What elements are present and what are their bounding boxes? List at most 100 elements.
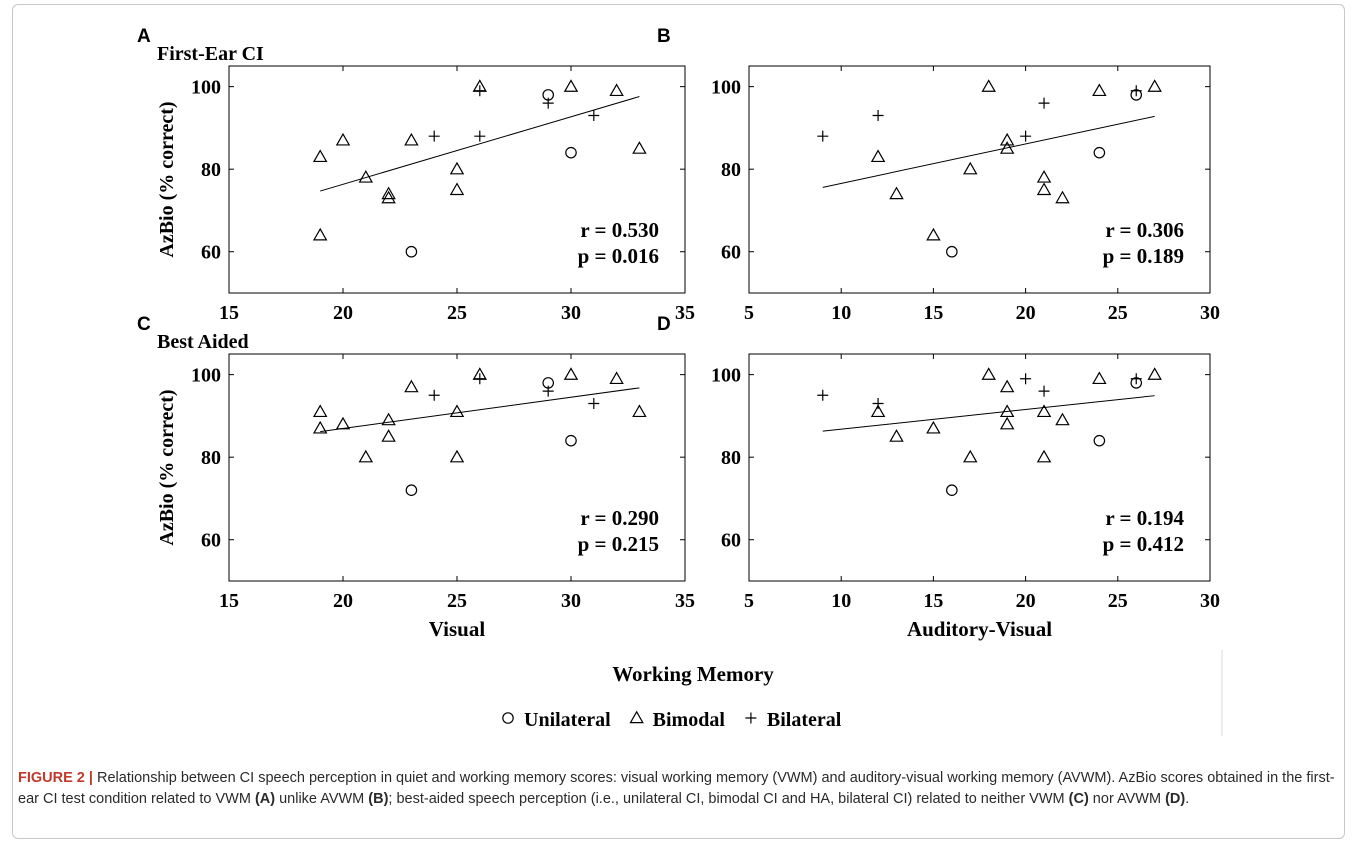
x-tick-label: 30 <box>561 590 581 612</box>
bimodal-point <box>633 406 645 417</box>
figure-plots: A First-Ear CI 15 20 25 30 35 60 80 100 AzBio (% c… <box>0 0 1357 760</box>
bimodal-point <box>1001 418 1013 429</box>
bimodal-point <box>1148 80 1160 91</box>
bimodal-point <box>983 80 995 91</box>
bilateral-point <box>543 386 554 397</box>
bimodal-point <box>451 451 463 462</box>
unilateral-point <box>947 485 957 495</box>
y-tick-label: 60 <box>201 242 221 264</box>
bimodal-point <box>382 430 394 441</box>
bilateral-point <box>1131 85 1142 96</box>
bimodal-point <box>927 422 939 433</box>
bilateral-point <box>429 131 440 142</box>
y-tick-label: 100 <box>711 365 741 387</box>
x-tick-label: 35 <box>675 302 695 324</box>
legend-unilateral-label: Unilateral <box>524 709 611 731</box>
bimodal-point <box>382 188 394 199</box>
legend-bimodal-label: Bimodal <box>653 709 726 731</box>
unilateral-point <box>947 247 957 257</box>
bimodal-point <box>1093 85 1105 96</box>
bilateral-point <box>1020 131 1031 142</box>
x-tick-label: 30 <box>1200 590 1220 612</box>
stat-label: r = 0.530 <box>580 218 659 242</box>
bimodal-point <box>890 188 902 199</box>
y-tick-label: 60 <box>721 242 741 264</box>
panel-letter: A <box>137 26 151 47</box>
y-tick-label: 80 <box>201 447 221 469</box>
y-tick-label: 100 <box>711 77 741 99</box>
y-tick-label: 60 <box>201 530 221 552</box>
x-axis-label: Visual <box>429 617 486 641</box>
bimodal-point <box>565 368 577 379</box>
unilateral-point <box>1094 147 1104 157</box>
y-axis-label: AzBio (% correct) <box>156 389 178 545</box>
unilateral-point <box>566 147 576 157</box>
y-tick-label: 100 <box>191 365 221 387</box>
caption-ref-d: (D) <box>1165 791 1185 807</box>
x-tick-label: 30 <box>561 302 581 324</box>
bimodal-point <box>360 451 372 462</box>
regression-line <box>320 388 639 432</box>
bimodal-point <box>337 418 349 429</box>
bilateral-point <box>817 131 828 142</box>
bimodal-point <box>1148 368 1160 379</box>
x-tick-label: 5 <box>744 302 754 324</box>
bimodal-point <box>890 430 902 441</box>
legend-bimodal-marker <box>630 712 642 723</box>
legend-unilateral-marker <box>503 713 513 723</box>
bilateral-point <box>1020 373 1031 384</box>
regression-line <box>320 97 639 192</box>
x-tick-label: 20 <box>1016 590 1036 612</box>
x-tick-label: 25 <box>447 590 467 612</box>
bimodal-point <box>1038 171 1050 182</box>
panel-letter: B <box>657 26 671 47</box>
panel-a: AFirst-Ear CI15 20 25 30 356080100AzBio (% c… <box>137 26 695 324</box>
bimodal-point <box>1056 192 1068 203</box>
x-tick-label: 25 <box>1108 590 1128 612</box>
x-tick-label: 30 <box>1200 302 1220 324</box>
panel-letter: D <box>657 314 671 335</box>
stat-label: p = 0.215 <box>578 532 659 556</box>
bimodal-point <box>314 406 326 417</box>
x-tick-label: 5 <box>744 590 754 612</box>
x-tick-label: 20 <box>333 590 353 612</box>
stat-label: p = 0.016 <box>578 244 659 268</box>
x-tick-label: 25 <box>1108 302 1128 324</box>
legend-bilateral-label: Bilateral <box>767 709 842 731</box>
y-tick-label: 100 <box>191 77 221 99</box>
bimodal-point <box>405 134 417 145</box>
bilateral-point <box>588 398 599 409</box>
bilateral-point <box>1131 373 1142 384</box>
caption-text-2: unlike AVWM <box>275 791 368 807</box>
caption-ref-a: (A) <box>255 791 275 807</box>
bimodal-point <box>382 192 394 203</box>
stat-label: r = 0.306 <box>1105 218 1184 242</box>
bilateral-point <box>543 98 554 109</box>
x-tick-label: 15 <box>923 590 943 612</box>
bimodal-point <box>405 381 417 392</box>
bilateral-point <box>873 398 884 409</box>
stat-label: r = 0.290 <box>580 506 659 530</box>
bimodal-point <box>872 151 884 162</box>
y-axis-label: AzBio (% correct) <box>156 101 178 257</box>
caption-ref-b: (B) <box>368 791 388 807</box>
bimodal-point <box>337 134 349 145</box>
legend: Unilateral Bimodal Bilateral <box>503 709 842 731</box>
x-tick-label: 20 <box>333 302 353 324</box>
bimodal-point <box>633 142 645 153</box>
x-tick-label: 15 <box>219 590 239 612</box>
bimodal-point <box>314 151 326 162</box>
unilateral-point <box>406 485 416 495</box>
x-axis-label: Auditory-Visual <box>907 617 1052 641</box>
x-tick-label: 20 <box>1016 302 1036 324</box>
caption-ref-c: (C) <box>1069 791 1089 807</box>
x-tick-label: 10 <box>831 590 851 612</box>
bimodal-point <box>1038 184 1050 195</box>
panel-title: First-Ear CI <box>157 43 264 65</box>
y-tick-label: 80 <box>721 447 741 469</box>
bimodal-point <box>610 85 622 96</box>
bimodal-point <box>610 373 622 384</box>
y-tick-label: 80 <box>721 159 741 181</box>
caption-text-4: nor AVWM <box>1089 791 1165 807</box>
